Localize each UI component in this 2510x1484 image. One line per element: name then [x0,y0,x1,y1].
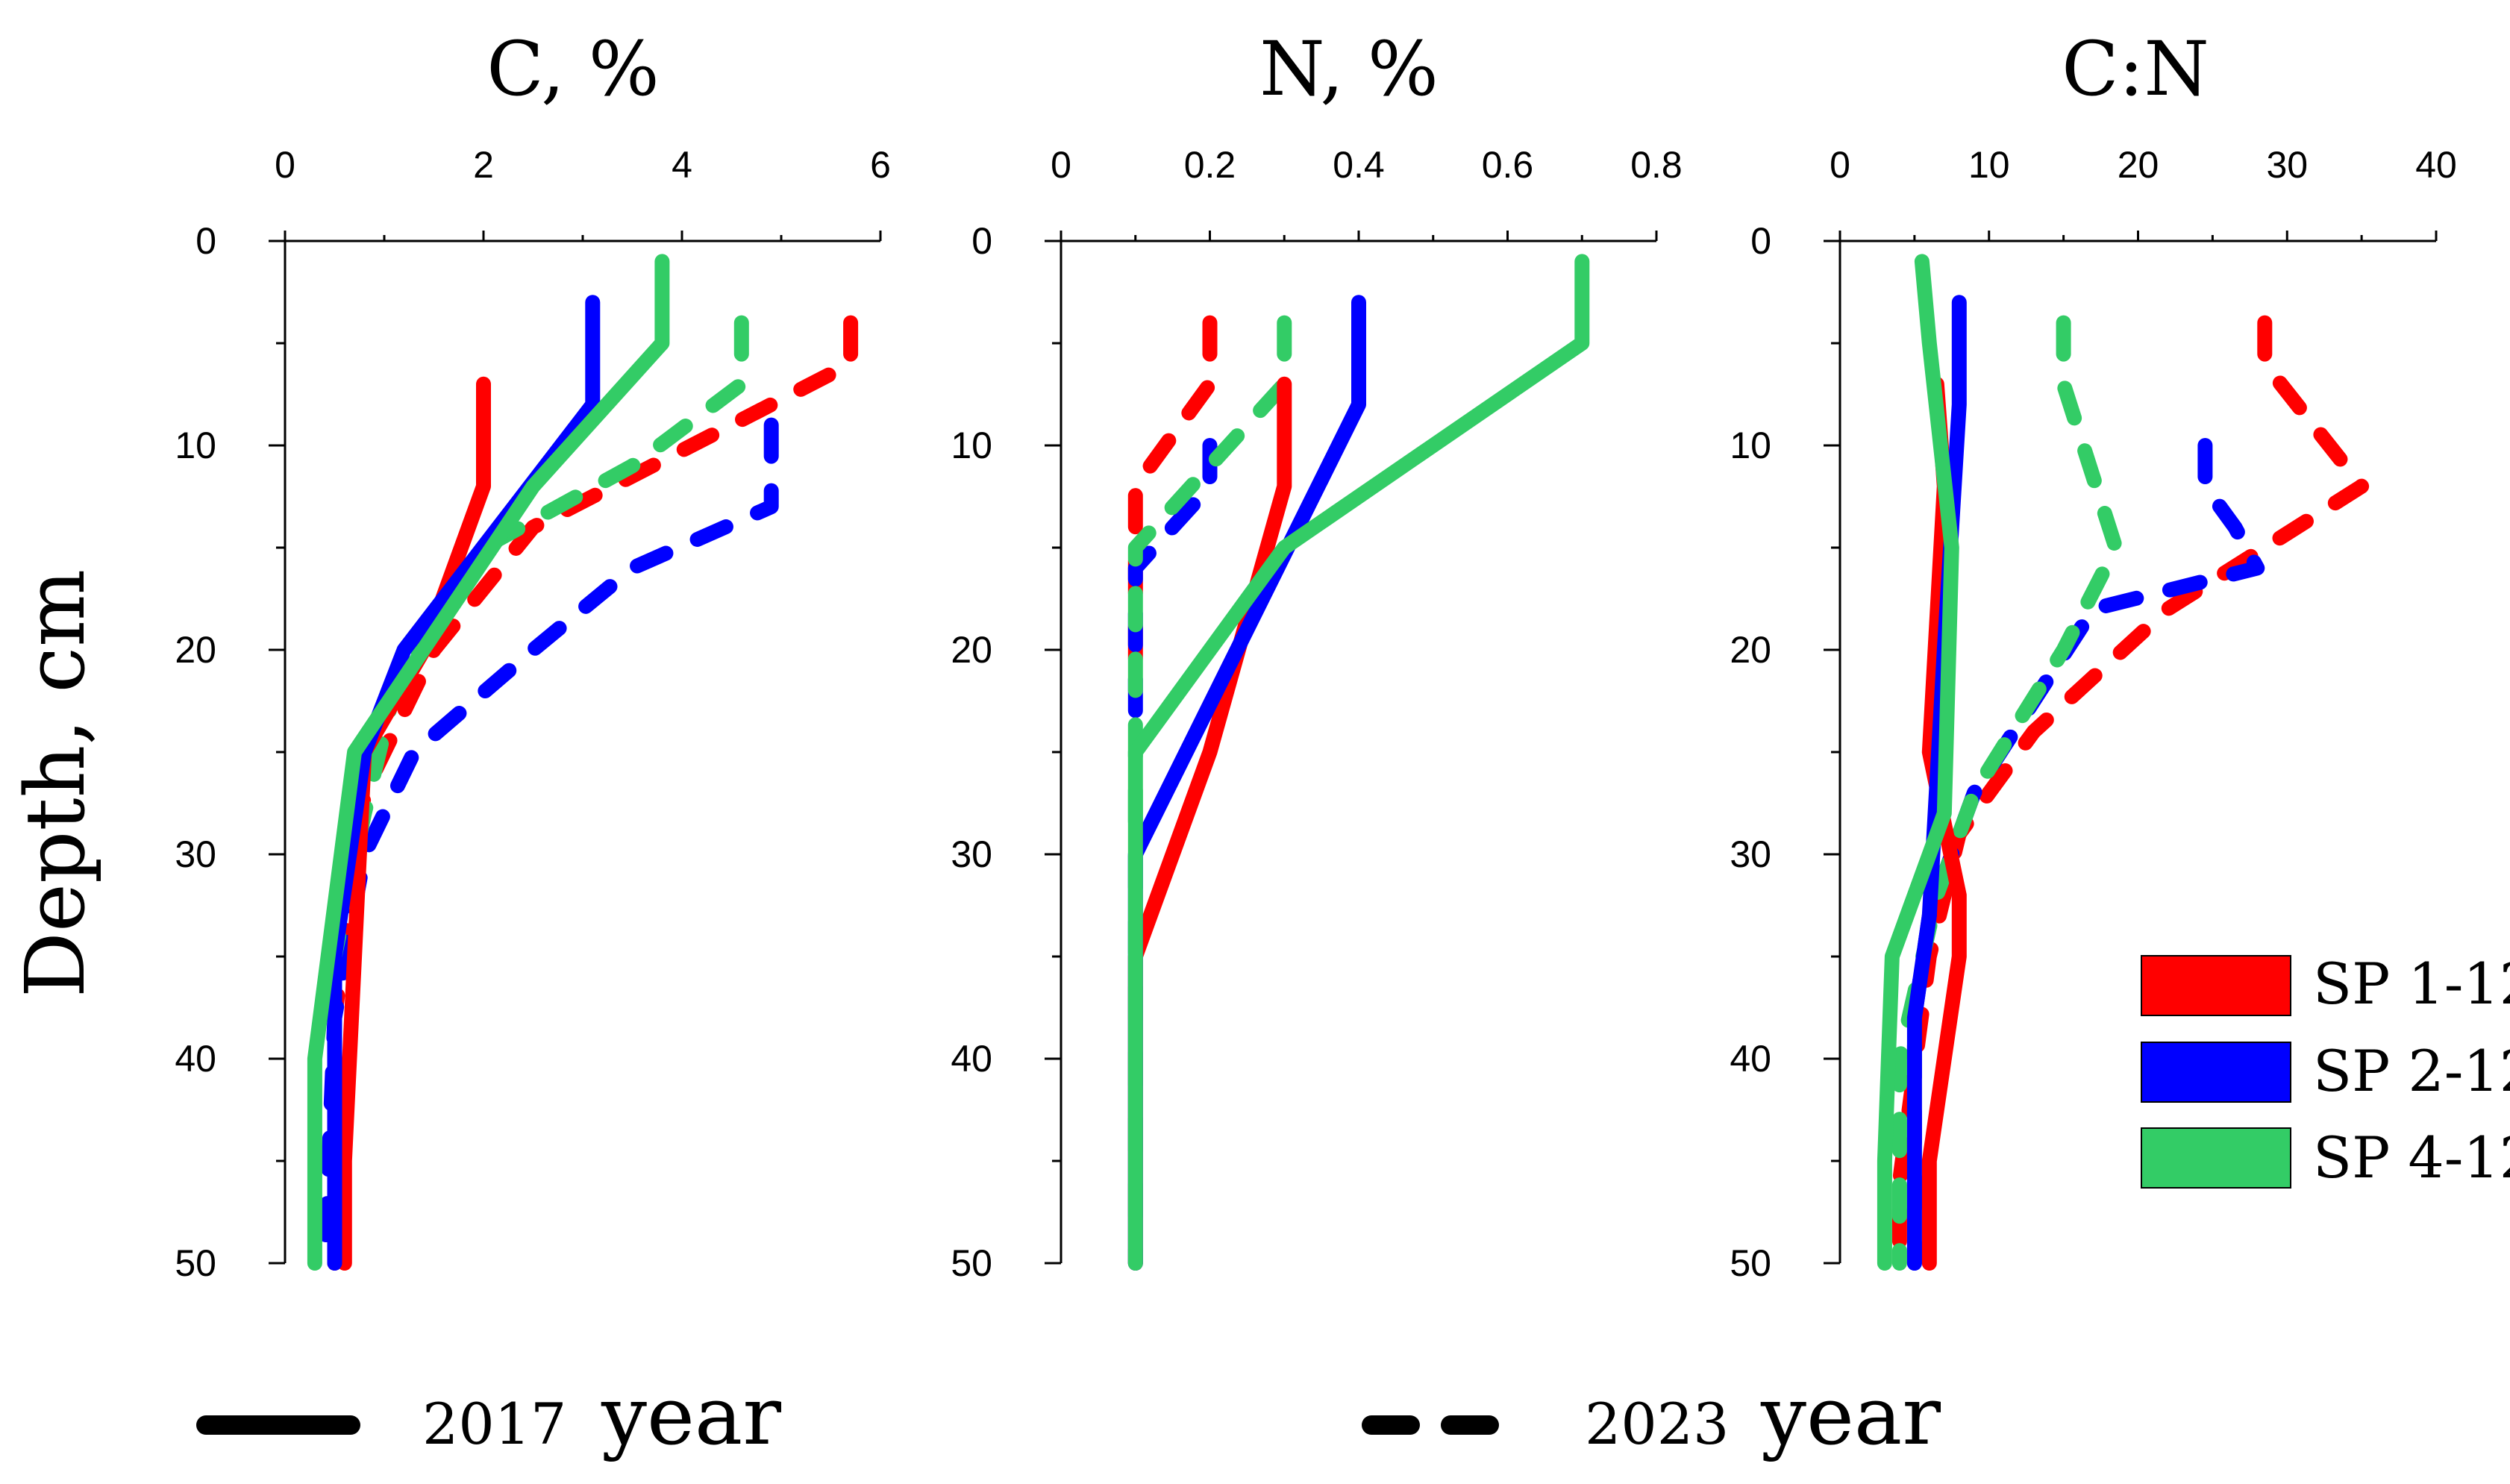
x-tick-label: 40 [2415,144,2457,186]
x-tick-label: 2 [473,144,494,186]
y-tick-label: 10 [951,425,992,466]
y-tick-label: 40 [1730,1038,1771,1080]
panel-nitrogen [1127,254,1590,1271]
panel-carbon [307,254,859,1271]
y-tick-label: 50 [951,1242,992,1284]
y-tick-label: 20 [1730,629,1771,671]
y-tick-label: 30 [175,833,216,875]
x-tick-label: 20 [2118,144,2159,186]
y-axis-label: Depth, cm [7,569,103,998]
y-tick-label: 0 [195,220,216,262]
series-line-sp-4-12-2017 [1877,254,1959,1271]
y-tick-label: 30 [951,833,992,875]
axes-cn-ratio: 0 10 20 30 40 0 10 20 30 40 50 [1730,144,2456,1284]
y-tick-label: 20 [175,629,216,671]
y-tick-label: 0 [1750,220,1771,262]
y-tick-label: 40 [175,1038,216,1080]
panel-title-nitrogen: N, % [1259,25,1439,113]
x-tick-label: 0 [1051,144,1071,186]
y-tick-label: 10 [175,425,216,466]
legend-swatch-sp3 [2141,1127,2291,1189]
year-2023-number: 2023 [1585,1391,1729,1457]
x-tick-label: 0.6 [1482,144,1534,186]
axes-nitrogen: 0 0.2 0.4 0.6 0.8 0 10 20 30 40 50 [951,144,1682,1284]
series-line-sp-2-12-2023 [317,417,779,1271]
legend-swatch-sp2 [2141,1042,2291,1103]
series-line-sp-4-12-2023 [1127,315,1292,1271]
y-tick-label: 0 [971,220,992,262]
panel-cn-ratio [1877,254,2370,1271]
legend-label-sp3: SP 4-12 [2313,1124,2510,1191]
axes-carbon: 0 2 4 6 0 10 20 30 40 50 [175,144,891,1284]
series-line-sp-2-12-2017 [327,295,601,1271]
panel-title-carbon: C, % [486,25,660,113]
series-line-sp-2-12-2023 [1127,438,1218,719]
y-tick-label: 10 [1730,425,1771,466]
y-tick-label: 20 [951,629,992,671]
x-tick-label: 0 [275,144,295,186]
year-2017-word: year [601,1370,781,1463]
legend: SP 1-12 SP 2-12 SP 4-12 [2141,951,2510,1191]
panel-title-cn-ratio: C:N [2062,25,2209,113]
legend-label-sp1: SP 1-12 [2313,951,2510,1017]
panel-titles: C, % N, % C:N [486,25,2209,113]
legend-swatch-sp1 [2141,955,2291,1016]
x-tick-label: 6 [870,144,891,186]
series-line-sp-4-12-2017 [307,254,670,1271]
year-2017-number: 2017 [422,1391,566,1457]
year-2023-word: year [1760,1370,1941,1463]
y-tick-label: 30 [1730,833,1771,875]
legend-label-sp2: SP 2-12 [2313,1038,2510,1104]
y-tick-label: 50 [175,1242,216,1284]
x-tick-label: 30 [2266,144,2308,186]
x-tick-label: 0.4 [1333,144,1385,186]
x-tick-label: 0.2 [1184,144,1236,186]
x-tick-label: 10 [1968,144,2010,186]
series-line-sp-1-12-2023 [327,315,859,1271]
series-line-sp-4-12-2023 [1891,315,2124,1271]
series-line-sp-4-12-2017 [1127,254,1590,1271]
x-tick-label: 0.8 [1630,144,1683,186]
year-legend: 2017 year 2023 year [196,1370,1941,1463]
y-tick-label: 50 [1730,1242,1771,1284]
x-tick-label: 4 [672,144,692,186]
x-tick-label: 0 [1830,144,1850,186]
series-line-sp-2-12-2017 [1906,295,1967,1271]
series-line-sp-1-12-2017 [337,376,491,1271]
y-tick-label: 40 [951,1038,992,1080]
